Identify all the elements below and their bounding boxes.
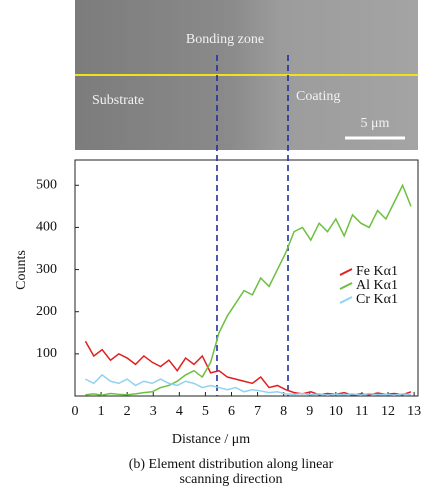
y-tick-label: 300 bbox=[36, 262, 57, 277]
caption: scanning direction bbox=[179, 472, 282, 487]
x-tick-label: 1 bbox=[98, 404, 105, 419]
legend-label: Al Kα1 bbox=[356, 278, 398, 293]
x-tick-label: 6 bbox=[228, 404, 235, 419]
x-tick-label: 11 bbox=[355, 404, 368, 419]
x-tick-label: 3 bbox=[150, 404, 157, 419]
legend-swatch bbox=[339, 282, 353, 290]
image-label: Substrate bbox=[92, 93, 144, 108]
legend-label: Cr Kα1 bbox=[356, 292, 398, 307]
legend-label: Fe Kα1 bbox=[356, 264, 398, 279]
x-axis-label: Distance / μm bbox=[172, 432, 250, 447]
data-line bbox=[85, 183, 412, 396]
image-label: Coating bbox=[296, 89, 340, 104]
plot-frame bbox=[74, 159, 419, 397]
scale-label: 5 μm bbox=[361, 116, 390, 131]
x-tick-label: 0 bbox=[72, 404, 79, 419]
x-tick-label: 4 bbox=[176, 404, 183, 419]
x-tick-label: 2 bbox=[124, 404, 131, 419]
y-tick-label: 500 bbox=[36, 178, 57, 193]
x-tick-label: 7 bbox=[254, 404, 261, 419]
x-tick-label: 8 bbox=[280, 404, 287, 419]
x-tick-label: 10 bbox=[329, 404, 343, 419]
legend-swatch bbox=[339, 268, 353, 276]
data-line bbox=[85, 373, 412, 396]
image-label: Bonding zone bbox=[186, 32, 264, 47]
x-tick-label: 5 bbox=[202, 404, 209, 419]
legend-swatch bbox=[339, 296, 353, 304]
x-tick-label: 9 bbox=[306, 404, 313, 419]
caption: (b) Element distribution along linear bbox=[129, 457, 334, 472]
x-tick-label: 12 bbox=[381, 404, 395, 419]
data-line bbox=[84, 340, 412, 396]
x-tick-label: 13 bbox=[407, 404, 421, 419]
y-tick-label: 200 bbox=[36, 304, 57, 319]
y-tick-label: 100 bbox=[36, 346, 57, 361]
y-axis-label: Counts bbox=[14, 250, 29, 290]
y-tick-label: 400 bbox=[36, 220, 57, 235]
